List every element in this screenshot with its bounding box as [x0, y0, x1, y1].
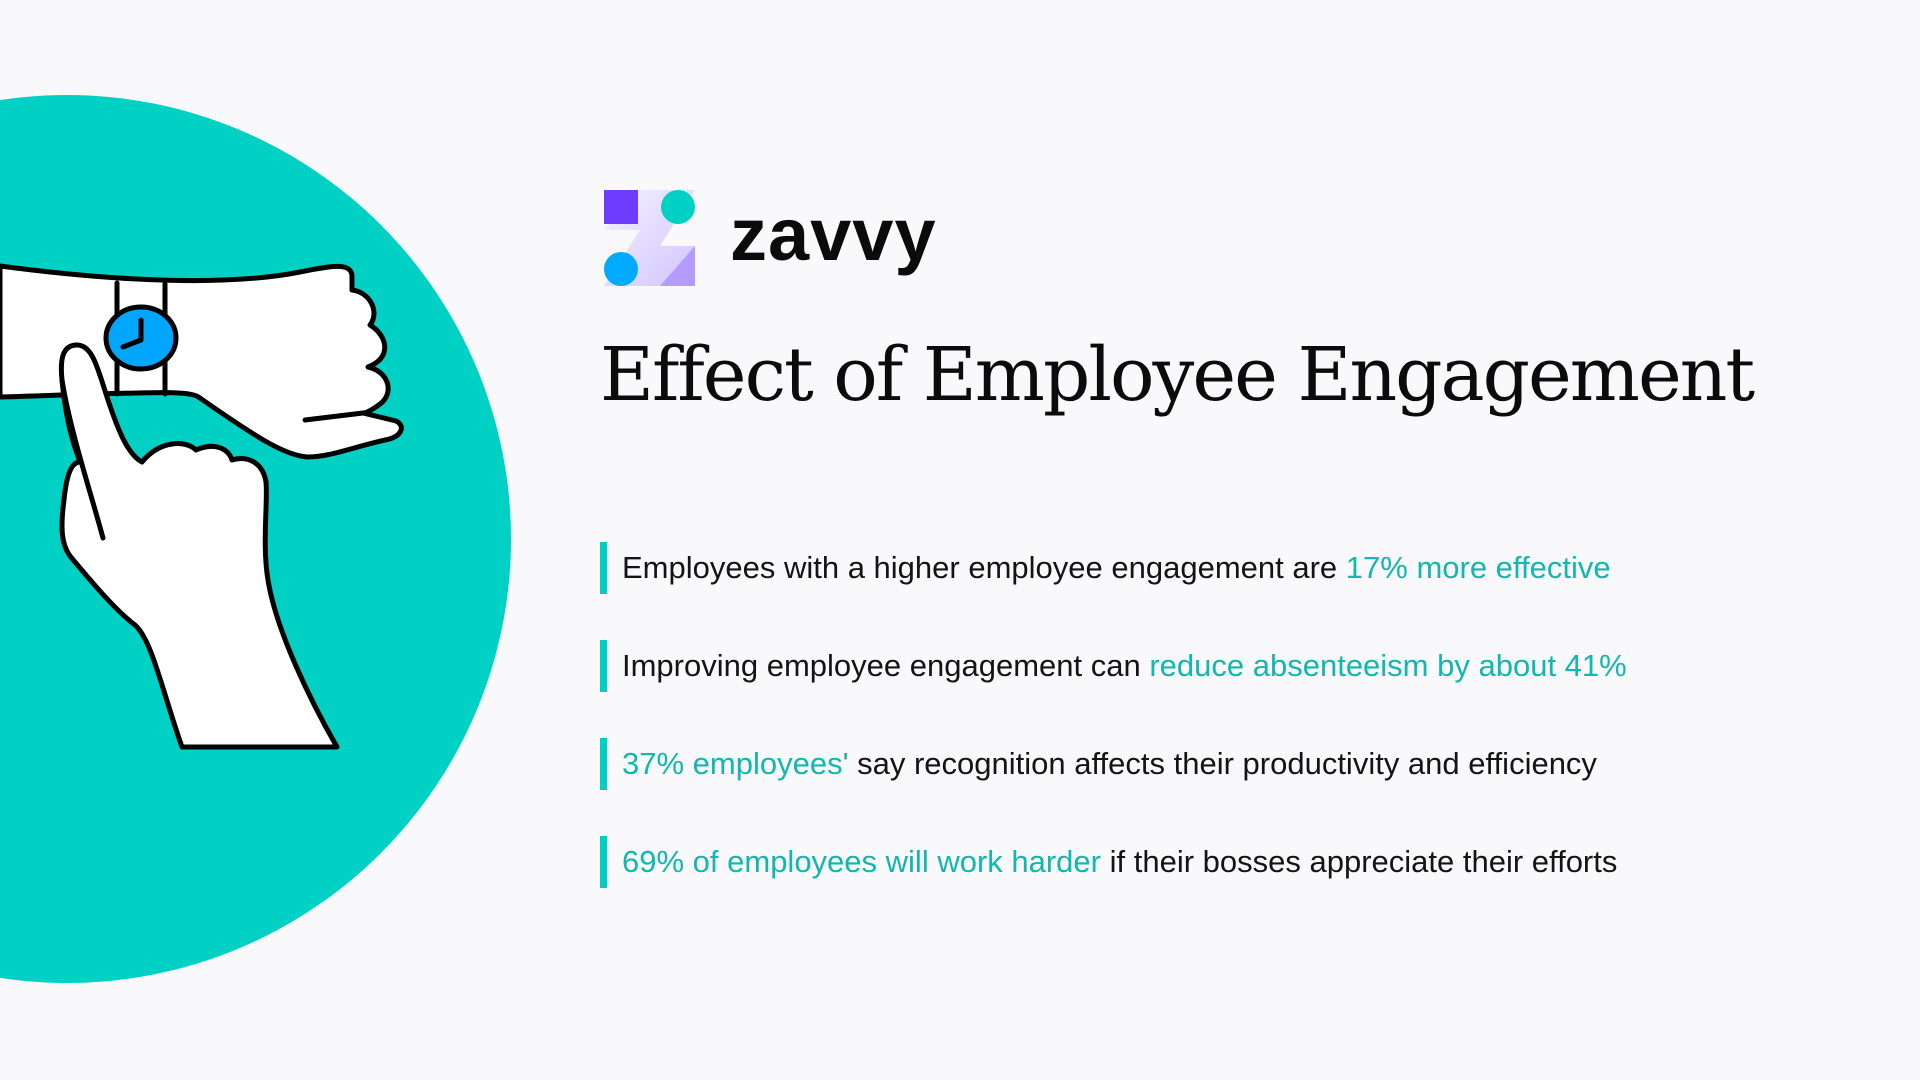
fact-highlight: 69% of employees will work harder	[622, 844, 1101, 879]
accent-bar	[600, 542, 607, 594]
page-title: Effect of Employee Engagement	[600, 332, 1755, 418]
facts-list: Employees with a higher employee engagem…	[600, 542, 1627, 934]
pointing-hand	[58, 342, 340, 750]
fact-highlight: 37% employees'	[622, 746, 849, 781]
fact-text: say recognition affects their productivi…	[857, 746, 1597, 781]
fact-highlight: reduce absenteeism by about 41%	[1149, 648, 1627, 683]
fact-text: if their bosses appreciate their efforts	[1109, 844, 1618, 879]
fact-item: Improving employee engagement can reduce…	[600, 640, 1627, 692]
fact-item: 37% employees' say recognition affects t…	[600, 738, 1627, 790]
fact-item: Employees with a higher employee engagem…	[600, 542, 1627, 594]
zavvy-logo-icon	[604, 190, 695, 286]
fact-text: Improving employee engagement can	[622, 648, 1141, 683]
fact-item: 69% of employees will work harder if the…	[600, 836, 1627, 888]
accent-bar	[600, 836, 607, 888]
fact-text: Employees with a higher employee engagem…	[622, 550, 1338, 585]
arm-with-fist	[0, 263, 404, 460]
brand-name: zavvy	[730, 193, 937, 276]
accent-bar	[600, 640, 607, 692]
fact-highlight: 17% more effective	[1345, 550, 1611, 585]
illustration	[0, 95, 511, 983]
accent-bar	[600, 738, 607, 790]
